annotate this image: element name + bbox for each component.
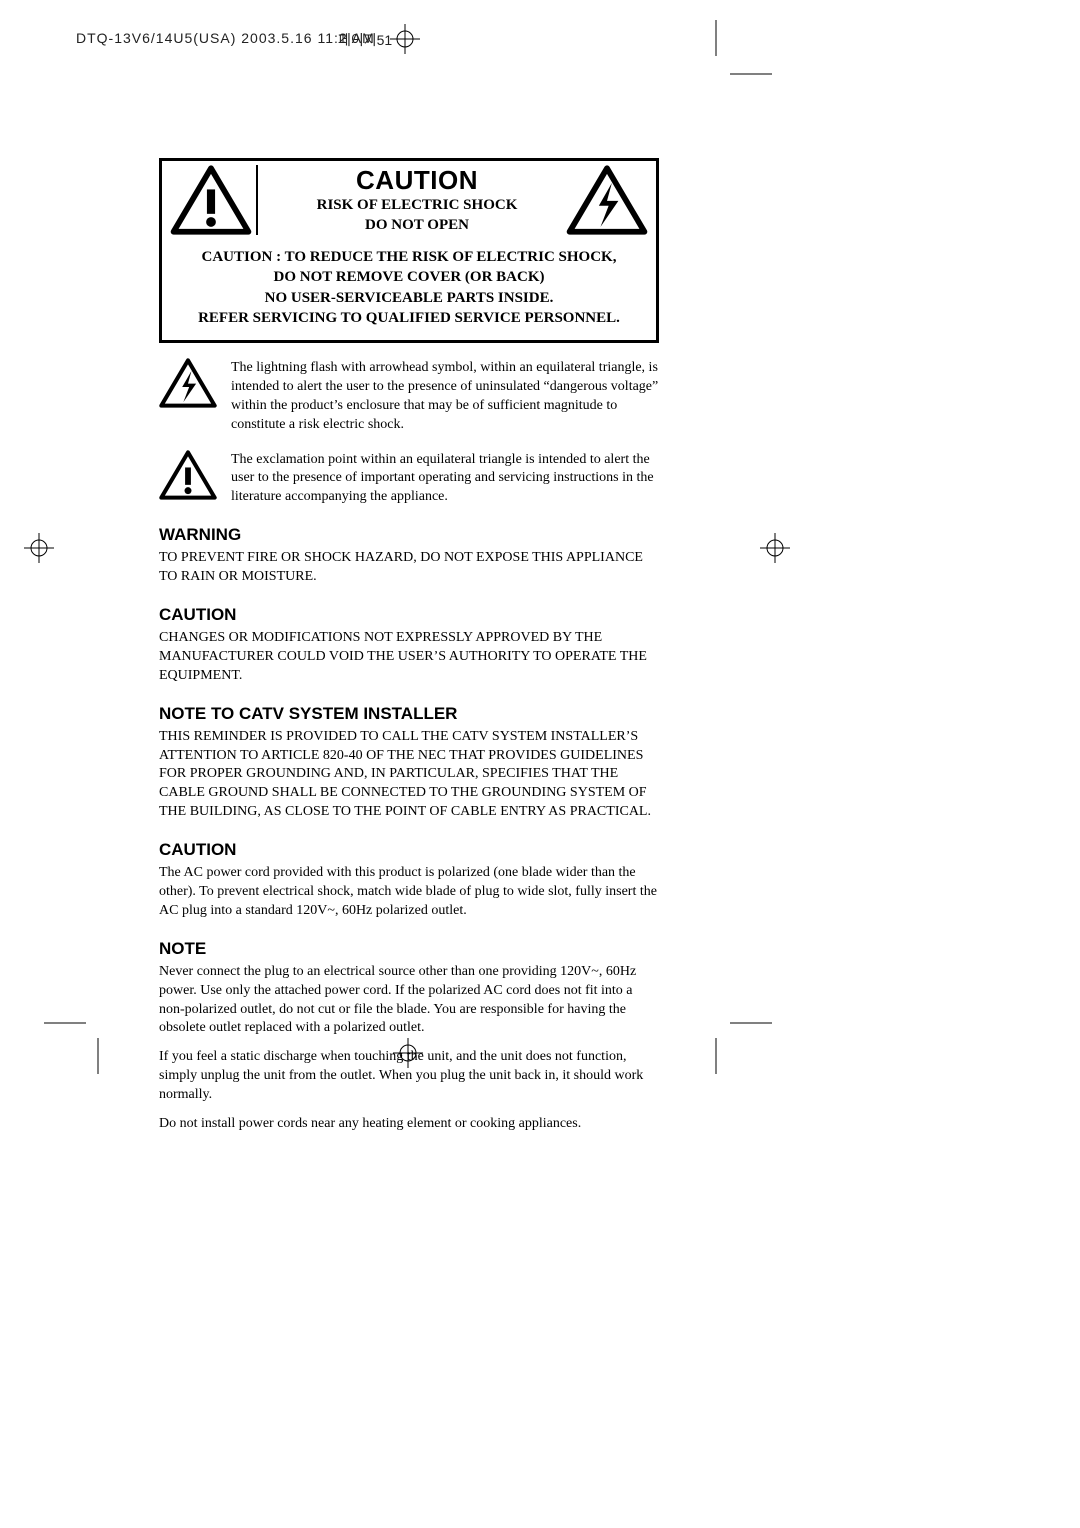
section-body-catv: THIS REMINDER IS PROVIDED TO CALL THE CA… bbox=[159, 728, 659, 822]
crop-mark-rt bbox=[730, 73, 772, 75]
page-label: 페이지51 bbox=[338, 30, 392, 50]
caution-body-1: CAUTION : TO REDUCE THE RISK OF ELECTRIC… bbox=[180, 247, 638, 267]
section-2: NOTE TO CATV SYSTEM INSTALLER THIS REMIN… bbox=[159, 704, 659, 822]
caution-title: CAUTION bbox=[268, 165, 566, 196]
caution-sub1: RISK OF ELECTRIC SHOCK bbox=[268, 196, 566, 216]
crop-mark-tline bbox=[715, 20, 717, 56]
caution-body: CAUTION : TO REDUCE THE RISK OF ELECTRIC… bbox=[162, 243, 656, 340]
section-head-catv: NOTE TO CATV SYSTEM INSTALLER bbox=[159, 704, 659, 724]
lightning-definition-text: The lightning flash with arrowhead symbo… bbox=[231, 357, 659, 435]
crop-mark-lbr bbox=[44, 1022, 86, 1024]
section-head-note: NOTE bbox=[159, 939, 659, 959]
lightning-definition-row: The lightning flash with arrowhead symbo… bbox=[159, 357, 659, 435]
caution-body-2: DO NOT REMOVE COVER (OR BACK) bbox=[180, 267, 638, 287]
page-content: CAUTION RISK OF ELECTRIC SHOCK DO NOT OP… bbox=[159, 158, 659, 1144]
section-body-warning: TO PREVENT FIRE OR SHOCK HAZARD, DO NOT … bbox=[159, 549, 659, 587]
lightning-triangle-icon bbox=[566, 165, 648, 235]
section-4: NOTE Never connect the plug to an electr… bbox=[159, 939, 659, 1134]
crop-mark-tr bbox=[390, 24, 420, 54]
lightning-triangle-small-icon bbox=[159, 357, 217, 409]
crop-mark-rmid bbox=[760, 533, 790, 563]
exclaim-triangle-small-icon bbox=[159, 449, 217, 501]
caution-body-3: NO USER-SERVICEABLE PARTS INSIDE. bbox=[180, 288, 638, 308]
section-head-caution2: CAUTION bbox=[159, 840, 659, 860]
crop-mark-rbv bbox=[715, 1038, 717, 1074]
exclaim-definition-row: The exclamation point within an equilate… bbox=[159, 449, 659, 508]
section-1: CAUTION CHANGES OR MODIFICATIONS NOT EXP… bbox=[159, 605, 659, 686]
section-3: CAUTION The AC power cord provided with … bbox=[159, 840, 659, 921]
section-0: WARNING TO PREVENT FIRE OR SHOCK HAZARD,… bbox=[159, 525, 659, 587]
section-body-note-2: Do not install power cords near any heat… bbox=[159, 1115, 659, 1134]
section-head-warning: WARNING bbox=[159, 525, 659, 545]
caution-body-4: REFER SERVICING TO QUALIFIED SERVICE PER… bbox=[180, 308, 638, 328]
caution-box: CAUTION RISK OF ELECTRIC SHOCK DO NOT OP… bbox=[159, 158, 659, 343]
section-head-caution1: CAUTION bbox=[159, 605, 659, 625]
crop-mark-lmid bbox=[24, 533, 54, 563]
doc-id-label: DTQ-13V6/14U5(USA) 2003.5.16 11:2 AM bbox=[76, 30, 375, 46]
caution-divider bbox=[256, 165, 258, 235]
caution-sub2: DO NOT OPEN bbox=[268, 216, 566, 236]
crop-mark-rbr bbox=[730, 1022, 772, 1024]
section-body-note-1: If you feel a static discharge when touc… bbox=[159, 1048, 659, 1105]
exclaim-triangle-icon bbox=[170, 165, 252, 235]
caution-title-block: CAUTION RISK OF ELECTRIC SHOCK DO NOT OP… bbox=[268, 165, 566, 235]
exclaim-definition-text: The exclamation point within an equilate… bbox=[231, 449, 659, 508]
caution-top-row: CAUTION RISK OF ELECTRIC SHOCK DO NOT OP… bbox=[162, 161, 656, 243]
section-body-caution1: CHANGES OR MODIFICATIONS NOT EXPRESSLY A… bbox=[159, 629, 659, 686]
section-body-caution2: The AC power cord provided with this pro… bbox=[159, 864, 659, 921]
crop-mark-lbv bbox=[97, 1038, 99, 1074]
section-body-note-0: Never connect the plug to an electrical … bbox=[159, 963, 659, 1039]
